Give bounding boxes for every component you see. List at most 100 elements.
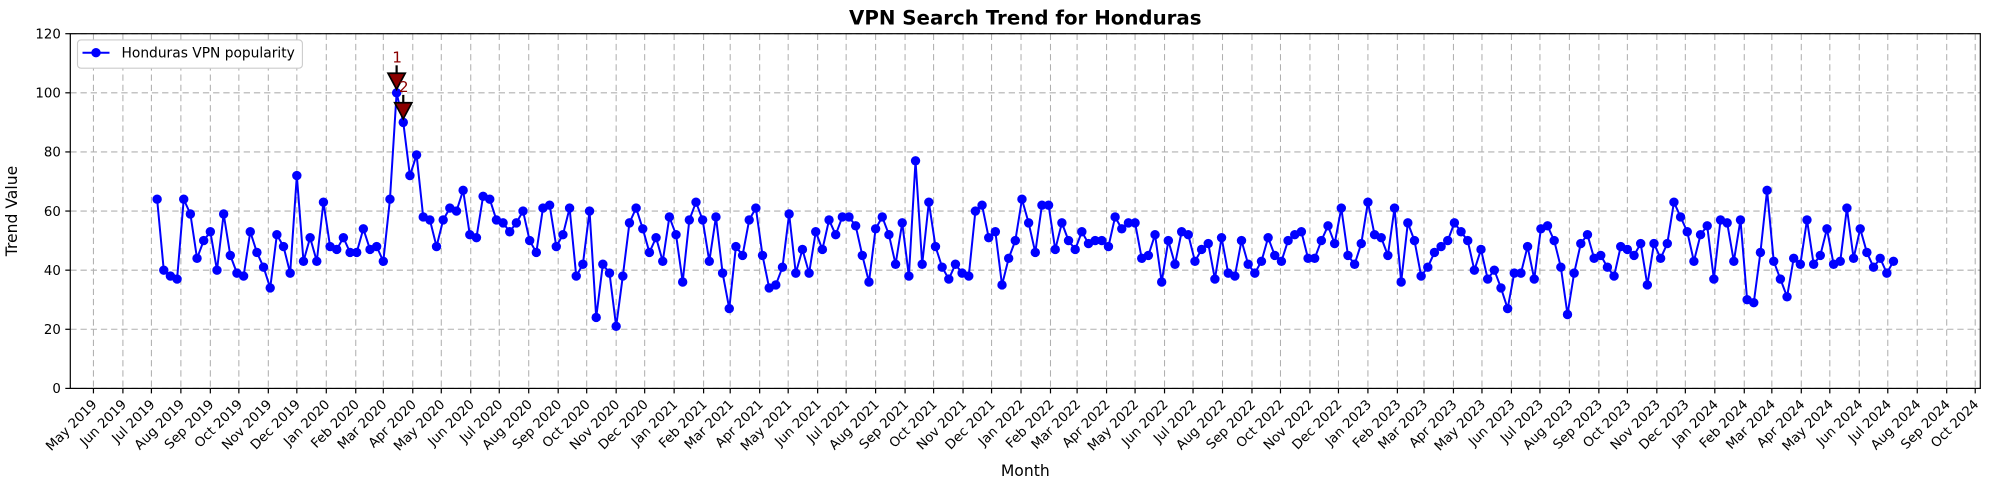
data-point xyxy=(831,230,841,240)
data-point xyxy=(671,230,681,240)
data-point xyxy=(677,277,688,287)
data-point xyxy=(1037,200,1047,210)
data-point xyxy=(917,259,927,269)
legend: Honduras VPN popularity xyxy=(76,39,303,69)
data-point xyxy=(1562,309,1573,320)
data-point xyxy=(471,232,482,243)
data-point xyxy=(498,218,508,228)
data-point xyxy=(1808,259,1819,269)
data-point xyxy=(864,277,874,287)
data-point xyxy=(1496,283,1506,293)
data-point xyxy=(751,203,761,213)
data-point xyxy=(285,268,295,278)
data-point xyxy=(258,262,269,272)
data-point xyxy=(371,241,382,252)
data-point xyxy=(811,227,821,237)
data-point xyxy=(1862,247,1872,258)
data-point xyxy=(1729,256,1739,266)
data-point xyxy=(1383,250,1393,261)
data-point xyxy=(1170,259,1180,269)
data-point xyxy=(305,232,315,243)
data-point xyxy=(425,215,435,225)
data-point xyxy=(198,235,209,246)
data-point xyxy=(591,312,601,323)
data-point xyxy=(997,280,1007,290)
data-point xyxy=(558,230,568,240)
data-point xyxy=(910,156,921,166)
data-point xyxy=(1576,238,1586,249)
data-point xyxy=(551,241,561,252)
data-point xyxy=(784,209,794,219)
data-point xyxy=(1356,238,1366,249)
legend-marker xyxy=(91,48,101,58)
data-point xyxy=(358,224,369,234)
data-point xyxy=(1509,268,1519,278)
data-point xyxy=(1130,218,1140,228)
data-point xyxy=(1722,218,1732,228)
data-point xyxy=(152,194,162,204)
data-point xyxy=(1323,221,1333,231)
data-point xyxy=(797,244,808,255)
data-point xyxy=(1376,232,1386,243)
data-point xyxy=(1070,244,1080,255)
data-point xyxy=(338,232,349,243)
data-point xyxy=(225,250,235,261)
data-point xyxy=(857,250,868,261)
annotation-label: 1 xyxy=(392,48,402,66)
data-point xyxy=(1682,227,1692,237)
data-point xyxy=(1502,303,1513,314)
data-point xyxy=(159,265,169,275)
data-point xyxy=(1529,274,1539,284)
data-point xyxy=(1270,250,1280,261)
trend-line xyxy=(156,91,1895,328)
data-point xyxy=(1842,203,1852,213)
data-point xyxy=(378,256,389,266)
y-tick-label: 20 xyxy=(44,323,61,338)
data-point xyxy=(179,194,189,204)
data-point xyxy=(744,215,754,225)
y-tick-labels: 0 20 40 60 80 100 120 xyxy=(35,27,60,397)
data-point xyxy=(1023,218,1034,228)
data-point xyxy=(1117,224,1127,234)
data-point xyxy=(531,247,542,258)
data-point xyxy=(757,250,768,261)
data-point xyxy=(1296,227,1307,237)
data-point xyxy=(618,271,628,281)
data-point xyxy=(578,259,588,269)
data-point xyxy=(1463,235,1473,246)
data-point xyxy=(1309,253,1320,264)
data-point xyxy=(245,227,255,237)
data-point xyxy=(1489,265,1500,275)
data-point xyxy=(897,218,907,228)
data-points xyxy=(152,88,1899,332)
data-point xyxy=(950,259,961,269)
data-point xyxy=(1669,197,1679,207)
data-point xyxy=(644,247,655,258)
data-point xyxy=(1123,218,1134,228)
data-point xyxy=(631,203,641,213)
data-point xyxy=(877,212,887,222)
data-point xyxy=(1163,235,1174,246)
data-point xyxy=(1210,274,1220,284)
data-point xyxy=(771,280,781,290)
data-point xyxy=(890,259,901,269)
data-point xyxy=(1303,253,1313,264)
data-point xyxy=(1635,238,1646,249)
data-point xyxy=(970,206,981,216)
data-point xyxy=(604,268,615,278)
data-point xyxy=(1090,235,1100,246)
data-point xyxy=(205,227,216,237)
data-point xyxy=(391,88,402,98)
data-point xyxy=(1762,185,1772,196)
data-point xyxy=(1835,256,1845,266)
data-point xyxy=(544,200,555,210)
annotation-1: 1 xyxy=(386,48,407,92)
data-point xyxy=(1882,268,1892,278)
data-point xyxy=(352,247,362,258)
data-point xyxy=(192,253,202,264)
data-point xyxy=(1416,271,1426,281)
data-point xyxy=(1150,230,1160,240)
